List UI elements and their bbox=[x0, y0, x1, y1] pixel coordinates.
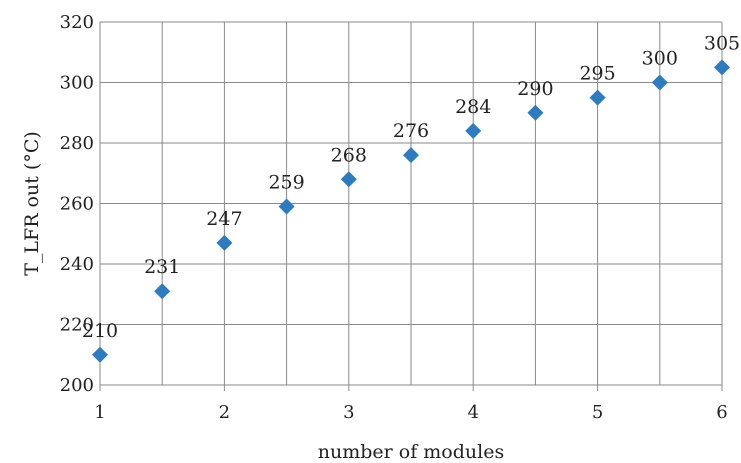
data-label: 231 bbox=[144, 256, 180, 278]
axis-layer: 200 220 240 260 280 300 320 1 2 3 4 5 6 bbox=[60, 12, 728, 423]
data-point-marker bbox=[465, 122, 482, 139]
y-tick-label: 320 bbox=[60, 12, 94, 33]
y-tick-label: 260 bbox=[60, 194, 94, 215]
x-tick-label: 6 bbox=[716, 402, 727, 423]
data-label: 268 bbox=[331, 144, 367, 166]
x-tick-label: 2 bbox=[219, 402, 230, 423]
x-axis-title: number of modules bbox=[318, 441, 504, 463]
data-point-marker bbox=[340, 171, 357, 188]
data-label: 305 bbox=[704, 32, 740, 54]
x-tick-label: 3 bbox=[343, 402, 354, 423]
data-label: 290 bbox=[517, 78, 553, 100]
y-tick-label: 240 bbox=[60, 254, 94, 275]
data-point-marker bbox=[527, 104, 544, 121]
data-point-marker bbox=[651, 74, 668, 91]
y-tick-label: 280 bbox=[60, 133, 94, 154]
data-point-marker bbox=[92, 346, 108, 363]
x-tick-label: 4 bbox=[467, 402, 478, 423]
label-layer: 210 231 247 259 268 276 284 290 295 300 305 bbox=[82, 32, 740, 341]
data-label: 295 bbox=[579, 63, 615, 85]
data-label: 210 bbox=[82, 320, 118, 342]
data-label: 259 bbox=[268, 172, 304, 194]
data-point-marker bbox=[154, 283, 171, 300]
y-tick-label: 200 bbox=[60, 375, 94, 396]
x-tick-label: 1 bbox=[94, 402, 105, 423]
data-point-marker bbox=[216, 234, 233, 251]
data-label: 247 bbox=[206, 208, 242, 230]
data-label: 300 bbox=[642, 48, 678, 70]
y-axis-title: T_LFR out (°C) bbox=[21, 131, 43, 276]
grid-layer bbox=[99, 21, 723, 386]
y-tick-label: 300 bbox=[60, 73, 94, 94]
x-tick-label: 5 bbox=[592, 402, 603, 423]
data-point-marker bbox=[403, 147, 419, 164]
data-label: 276 bbox=[393, 120, 429, 142]
data-label: 284 bbox=[455, 96, 491, 118]
data-point-marker bbox=[589, 89, 606, 106]
y-tick-label: 220 bbox=[60, 315, 94, 336]
data-point-marker bbox=[278, 198, 295, 215]
data-point-marker bbox=[714, 59, 730, 76]
marker-layer bbox=[92, 59, 730, 363]
